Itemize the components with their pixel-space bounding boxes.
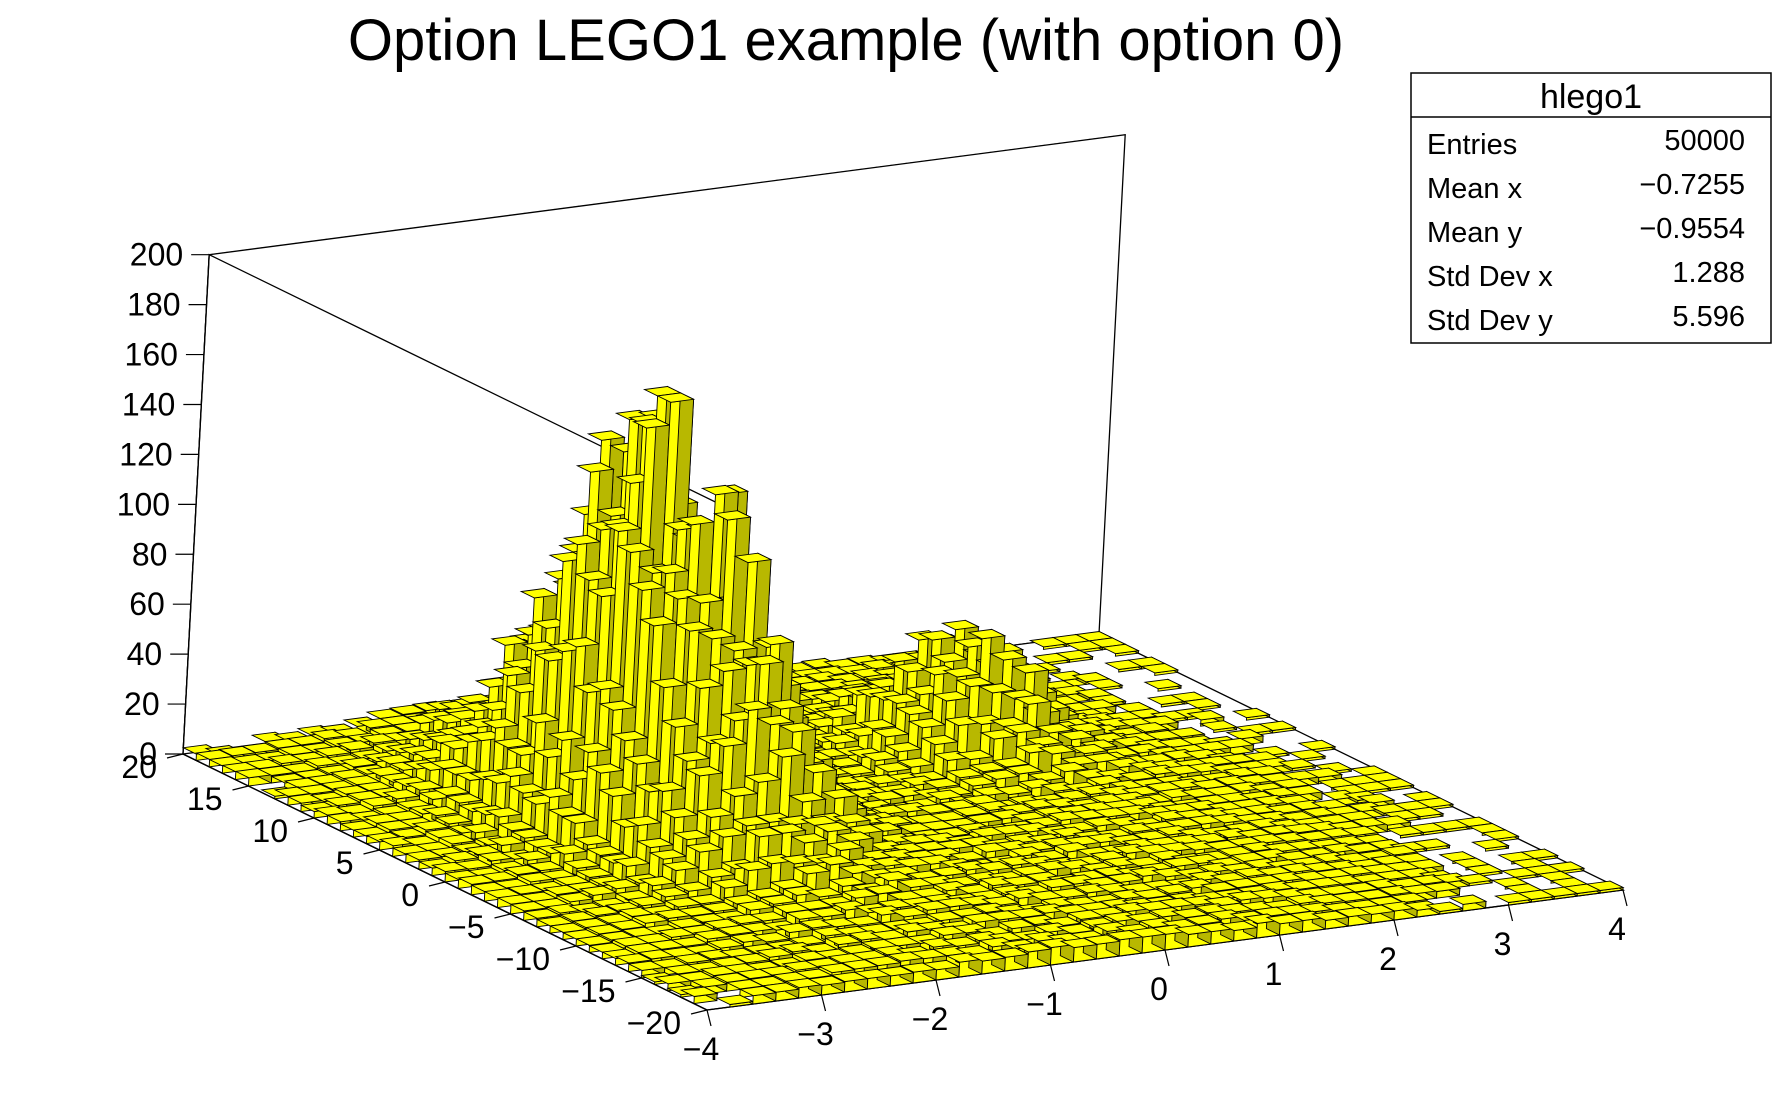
bar-top-face	[358, 796, 398, 807]
bar-top-face	[388, 704, 428, 715]
bar-top-face	[1084, 678, 1124, 689]
chart-title: Option LEGO1 example (with option 0)	[348, 8, 1344, 73]
lego-bars	[181, 385, 1625, 1008]
bar-top-face	[322, 795, 362, 807]
bar-top-face	[312, 745, 353, 757]
bar-top-face	[240, 742, 280, 754]
lego-bar	[1100, 643, 1140, 657]
bar-top-face	[1055, 649, 1095, 661]
bar-top-face	[800, 657, 840, 669]
lego-bar	[1140, 662, 1180, 676]
bar-top-face	[339, 757, 379, 768]
bar-top-face	[286, 735, 326, 746]
bar-top-face	[405, 780, 445, 791]
bar-top-face	[336, 740, 376, 751]
lego-bar	[1055, 649, 1095, 663]
bar-top-face	[1078, 699, 1118, 710]
bar-top-face	[296, 784, 336, 795]
lego-bar	[1143, 678, 1183, 692]
bar-top-face	[490, 635, 530, 646]
bar-top-face	[1140, 663, 1180, 674]
bar-top-face	[1100, 643, 1140, 655]
bar-top-face	[1143, 678, 1183, 690]
bar-top-face	[382, 789, 422, 800]
